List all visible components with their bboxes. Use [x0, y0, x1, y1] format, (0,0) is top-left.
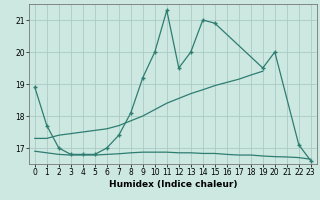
X-axis label: Humidex (Indice chaleur): Humidex (Indice chaleur): [108, 180, 237, 189]
